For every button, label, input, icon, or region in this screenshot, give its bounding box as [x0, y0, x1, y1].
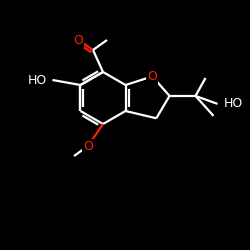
- Text: O: O: [148, 70, 157, 83]
- Text: O: O: [83, 140, 93, 152]
- Text: HO: HO: [28, 74, 48, 86]
- Text: O: O: [73, 34, 83, 46]
- Text: HO: HO: [224, 98, 243, 110]
